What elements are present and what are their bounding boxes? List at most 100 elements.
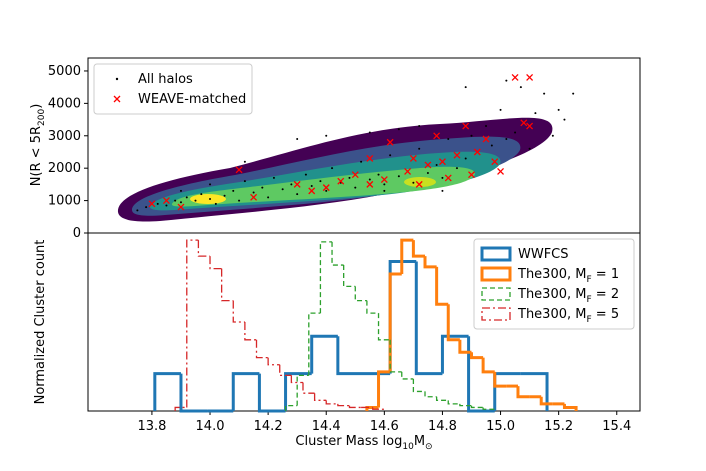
legend-swatch	[480, 246, 512, 262]
hist-step	[435, 396, 449, 401]
dot-marker	[136, 209, 139, 212]
x-marker	[380, 176, 388, 183]
y-tick-label: 4000	[48, 96, 81, 111]
dot-marker	[179, 189, 182, 192]
dot-marker	[490, 144, 493, 147]
hist-step	[412, 378, 426, 393]
dot-marker	[368, 178, 371, 181]
dot-marker	[325, 134, 328, 137]
dot-marker	[397, 128, 400, 131]
hist-step	[336, 336, 364, 376]
x-marker	[497, 167, 505, 175]
x-marker	[473, 148, 481, 156]
x-marker	[235, 166, 243, 174]
hist-step	[366, 300, 379, 314]
hist-step	[153, 372, 181, 411]
x-marker	[491, 158, 499, 166]
dot-marker	[426, 172, 429, 175]
bottom-y-label: Normalized Cluster count	[33, 240, 48, 405]
dot-marker	[209, 183, 212, 186]
dot-marker	[505, 138, 508, 141]
dot-marker	[383, 183, 386, 186]
x-marker	[520, 119, 528, 127]
hist-step	[302, 382, 315, 394]
x-marker	[409, 155, 417, 162]
hist-step	[539, 396, 553, 406]
legend-label: The300, MF = 5	[517, 307, 619, 325]
dot-marker	[145, 206, 148, 209]
hist-step	[197, 240, 211, 257]
hist-step	[296, 374, 309, 406]
dot-marker	[557, 108, 560, 111]
hist-step	[267, 357, 280, 366]
x-tick-label: 15.0	[486, 419, 515, 434]
hist-step	[377, 313, 391, 341]
dot-marker	[455, 167, 458, 170]
x-marker	[468, 171, 475, 179]
hist-step	[520, 372, 549, 411]
hist-step	[308, 312, 321, 376]
dot-marker	[232, 189, 235, 192]
hist-step	[516, 386, 530, 399]
hist-step	[470, 405, 484, 409]
dot-marker	[360, 160, 363, 163]
hist-step	[343, 265, 356, 288]
x-label: Cluster Mass log10M⊙	[295, 434, 432, 452]
hist-step	[348, 405, 362, 409]
dot-marker	[209, 197, 212, 200]
hist-step	[174, 406, 187, 411]
x-tick-label: 14.4	[312, 419, 341, 434]
x-marker	[415, 180, 423, 188]
hist-step	[186, 239, 199, 408]
legend-marker	[115, 77, 119, 81]
dot-marker	[214, 202, 217, 205]
x-marker	[386, 138, 394, 146]
dot-marker	[470, 134, 473, 137]
dot-marker	[514, 131, 517, 134]
y-tick-label: 2000	[48, 161, 81, 176]
legend-box	[473, 238, 635, 330]
dot-marker	[441, 176, 444, 179]
dot-marker	[304, 173, 307, 176]
kde-contours	[117, 117, 553, 222]
hist-step	[446, 304, 460, 342]
x-tick-label: 14.6	[370, 419, 399, 434]
hist-step	[337, 403, 350, 407]
x-marker	[424, 161, 432, 169]
x-marker	[148, 200, 156, 208]
hist-step	[377, 370, 391, 408]
dot-marker	[528, 147, 531, 150]
hist-step	[435, 266, 449, 306]
hist-step	[284, 372, 312, 411]
x-marker	[337, 177, 345, 185]
hist-step	[325, 400, 338, 405]
dot-marker	[389, 154, 392, 157]
legend-swatch	[481, 307, 511, 321]
hist-step	[389, 339, 402, 373]
dot-marker	[397, 175, 400, 178]
hist-step	[388, 259, 417, 374]
x-marker	[293, 180, 301, 188]
hist-step	[401, 371, 414, 380]
dot-marker	[310, 185, 313, 188]
dot-marker	[200, 193, 203, 196]
hist-step	[467, 336, 495, 413]
x-marker	[351, 171, 359, 179]
hist-step	[284, 405, 298, 411]
hist-step	[319, 241, 333, 314]
x-marker	[453, 151, 461, 159]
hist-step	[257, 373, 286, 413]
x-marker	[444, 174, 452, 182]
legend-label: The300, MF = 1	[517, 267, 619, 285]
dot-marker	[261, 186, 264, 189]
x-tick-label: 15.2	[544, 419, 573, 434]
hist-step	[411, 240, 426, 258]
x-marker	[404, 167, 412, 175]
top-y-label: N(R < 5R200)	[29, 104, 47, 187]
dot-marker	[368, 131, 371, 134]
hist-step	[279, 364, 292, 377]
legend-label: All halos	[138, 72, 193, 87]
hist-step	[220, 268, 234, 302]
hist-step	[482, 407, 496, 411]
hist-step	[232, 300, 245, 323]
